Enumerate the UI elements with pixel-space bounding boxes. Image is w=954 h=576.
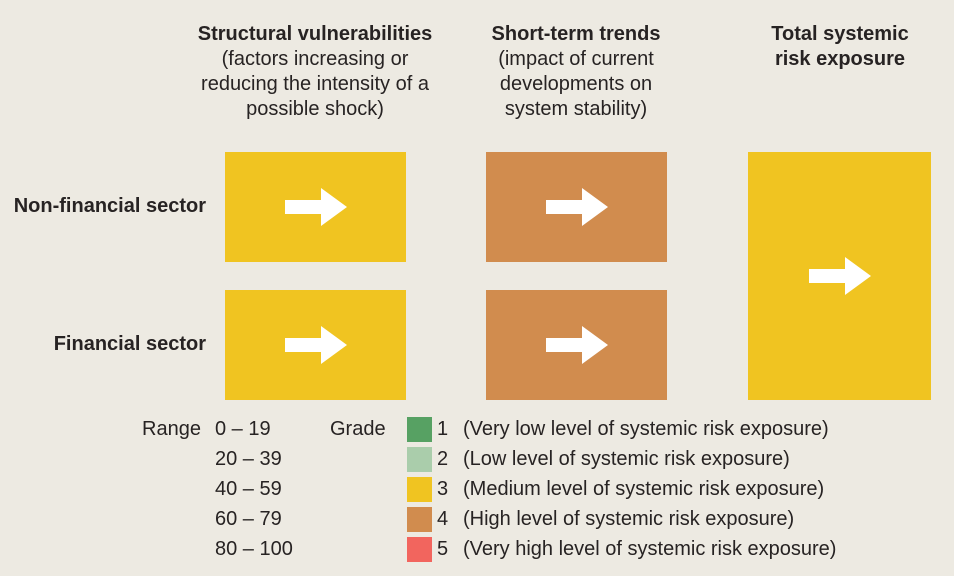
legend-grade-number: 5 — [437, 538, 449, 560]
cell-structural-non-financial — [225, 152, 406, 262]
column-title: Structural vulnerabilities — [197, 23, 433, 45]
right-arrow-icon — [545, 188, 608, 226]
right-arrow-icon — [284, 326, 347, 364]
cell-structural-financial — [225, 290, 406, 400]
legend-grade-number: 2 — [437, 448, 449, 470]
cell-shortterm-financial — [486, 290, 667, 400]
legend-grade-description: (Medium level of systemic risk exposure) — [463, 478, 825, 500]
legend-range-value: 20 – 39 — [215, 448, 282, 470]
column-subtitle-line: (factors increasing or — [221, 48, 409, 70]
column-title: Short-term trends — [491, 23, 661, 45]
legend-swatch-grade-5 — [407, 536, 432, 562]
legend-spacer — [142, 474, 215, 504]
legend-grade-description: (High level of systemic risk exposure) — [463, 508, 795, 530]
legend-grade-number: 3 — [437, 478, 449, 500]
legend-spacer — [330, 504, 407, 534]
column-subtitle-line: reducing the intensity of a — [201, 73, 429, 95]
cell-shortterm-non-financial — [486, 152, 667, 262]
legend-range-value: 80 – 100 — [215, 538, 293, 560]
column-header-short-term-trends: Short-term trends (impact of current dev… — [466, 22, 686, 122]
row-label-non-financial-sector: Non-financial sector — [13, 195, 206, 217]
legend-swatch-grade-4 — [407, 506, 432, 532]
column-title-line: Total systemic — [771, 23, 909, 45]
right-arrow-icon — [545, 326, 608, 364]
legend-spacer — [142, 444, 215, 474]
legend-spacer — [330, 444, 407, 474]
legend-spacer — [142, 504, 215, 534]
right-arrow-icon — [808, 257, 871, 295]
legend-swatch-grade-3 — [407, 476, 432, 502]
legend-range-value: 60 – 79 — [215, 508, 282, 530]
legend-swatch-grade-2 — [407, 446, 432, 472]
column-title-line: risk exposure — [774, 48, 906, 70]
right-arrow-icon — [284, 188, 347, 226]
legend-range-value: 0 – 19 — [215, 418, 271, 440]
legend-grade-description: (Very low level of systemic risk exposur… — [463, 418, 829, 440]
row-label-financial-sector: Financial sector — [53, 333, 206, 355]
legend-grade-description: (Low level of systemic risk exposure) — [463, 448, 790, 470]
column-header-structural-vulnerabilities: Structural vulnerabilities (factors incr… — [185, 22, 445, 122]
legend-grade-number: 4 — [437, 508, 449, 530]
legend-range-value: 40 – 59 — [215, 478, 282, 500]
legend-spacer — [330, 474, 407, 504]
column-subtitle-line: developments on — [499, 73, 653, 95]
column-header-total-systemic-risk: Total systemic risk exposure — [745, 22, 935, 72]
legend-swatch-grade-1 — [407, 416, 432, 442]
legend-spacer — [142, 534, 215, 564]
legend: Range 0 – 19 Grade 1 (Very low level of … — [142, 414, 836, 564]
cell-total-systemic-risk — [748, 152, 931, 400]
legend-grade-label: Grade — [330, 418, 386, 440]
column-subtitle-line: (impact of current — [498, 48, 654, 70]
legend-spacer — [330, 534, 407, 564]
legend-grade-description: (Very high level of systemic risk exposu… — [463, 538, 837, 560]
legend-range-label: Range — [142, 418, 201, 440]
legend-grade-number: 1 — [437, 418, 449, 440]
column-subtitle-line: system stability) — [504, 98, 648, 120]
column-subtitle-line: possible shock) — [246, 98, 384, 120]
